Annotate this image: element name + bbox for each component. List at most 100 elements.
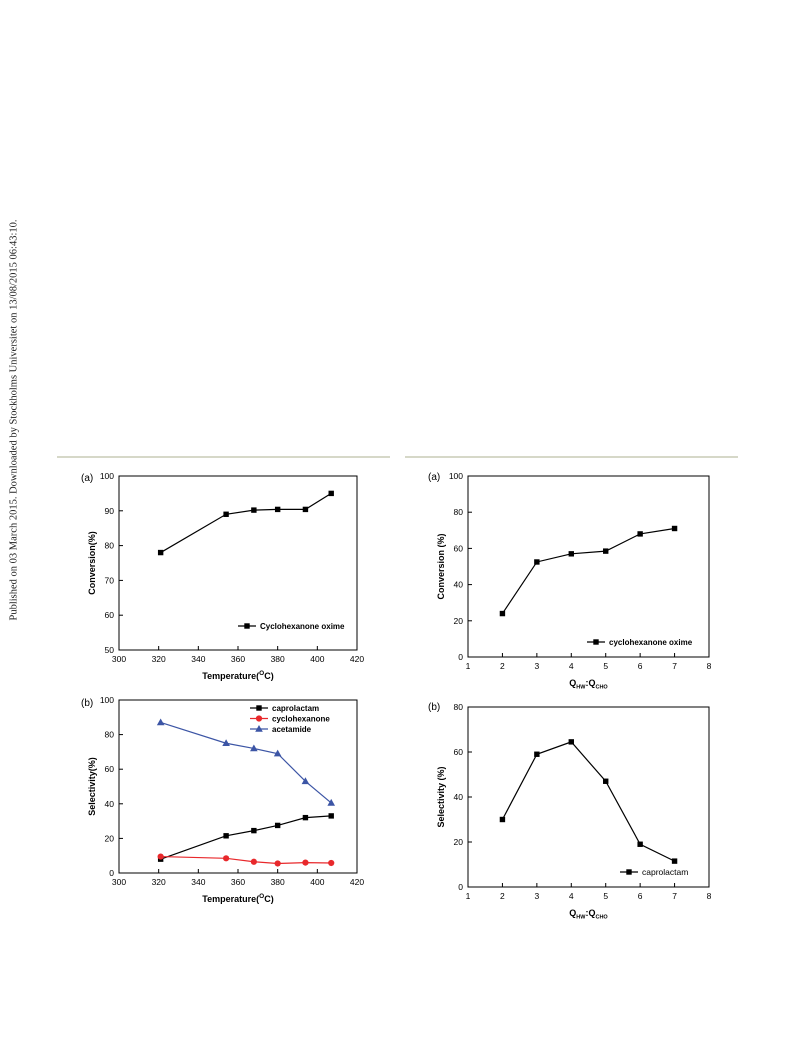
x-tick-label: 380 (271, 654, 285, 664)
x-axis-label-superscript: O (259, 893, 264, 900)
x-tick-label: 360 (231, 877, 245, 887)
x-tick-label: 340 (191, 654, 205, 664)
data-point (568, 551, 574, 557)
data-point (157, 853, 164, 860)
data-point (568, 739, 574, 745)
series-caprolactam (499, 739, 678, 864)
plot-frame (118, 699, 358, 874)
data-point (603, 778, 609, 784)
panel-label: (b) (81, 698, 93, 709)
series-line (160, 721, 332, 804)
panel-label: (b) (428, 702, 440, 713)
y-axis-label: Conversion (%) (436, 533, 446, 599)
data-point (637, 841, 643, 847)
data-point (603, 548, 609, 554)
x-tick-label: 1 (466, 891, 471, 901)
legend-label: Cyclohexanone oxime (260, 622, 345, 631)
x-axis-label-superscript: O (259, 670, 264, 677)
legend-entry: cyclohexanone (250, 715, 330, 724)
legend-marker (255, 725, 263, 732)
x-tick-label: 4 (569, 891, 574, 901)
x-tick-label: 360 (231, 654, 245, 664)
data-point (223, 511, 229, 517)
x-tick-label: 5 (603, 661, 608, 671)
y-axis-label: Conversion(%) (87, 531, 97, 595)
x-tick-label: 420 (350, 877, 364, 887)
x-axis-label-subscript: HW (576, 685, 586, 691)
x-axis-label-middle: :Q (585, 678, 595, 688)
y-tick-label: 60 (454, 747, 464, 757)
series-caprolactam (157, 813, 334, 862)
data-point (250, 858, 257, 865)
x-axis-label-subscript: CHO (595, 685, 608, 691)
y-tick-label: 0 (458, 652, 463, 662)
legend-entry: acetamide (250, 725, 312, 734)
x-axis-label-subscript: HW (576, 915, 586, 921)
legend-marker (593, 639, 599, 645)
data-point (223, 833, 229, 839)
data-point (274, 506, 281, 513)
y-tick-label: 20 (454, 616, 464, 626)
x-axis-label-main: Temperature( (202, 671, 259, 681)
x-tick-label: 3 (534, 891, 539, 901)
series-cyclohexanone (157, 853, 335, 867)
y-tick-label: 80 (454, 507, 464, 517)
y-tick-label: 60 (105, 610, 115, 620)
data-point (274, 860, 281, 867)
x-axis-label: Temperature(OC) (202, 670, 273, 681)
x-axis-label-main: Q (569, 678, 576, 688)
x-tick-label: 340 (191, 877, 205, 887)
x-axis-label: QHW:QCHO (569, 678, 608, 691)
panel-label: (a) (428, 472, 440, 483)
x-axis-label-main: Temperature( (202, 894, 259, 904)
data-point (156, 718, 165, 726)
legend-marker (255, 715, 263, 722)
data-point (301, 777, 310, 785)
data-point (534, 559, 540, 565)
y-tick-label: 40 (454, 580, 464, 590)
legend-marker (626, 869, 632, 875)
data-point (223, 855, 230, 862)
x-tick-label: 4 (569, 661, 574, 671)
y-tick-label: 70 (105, 575, 115, 585)
panel-label: (a) (81, 473, 93, 484)
legend-label: caprolactam (272, 704, 319, 713)
legend-entry: Cyclohexanone oxime (238, 622, 345, 631)
separator-left (57, 456, 390, 458)
data-point (637, 531, 643, 537)
x-tick-label: 400 (310, 654, 324, 664)
data-point (328, 490, 334, 497)
data-point (274, 822, 281, 829)
x-tick-label: 400 (310, 877, 324, 887)
data-point (671, 525, 678, 532)
data-point (671, 858, 678, 864)
x-tick-label: 2 (500, 891, 505, 901)
y-tick-label: 80 (454, 702, 464, 712)
y-tick-label: 40 (454, 792, 464, 802)
legend-label: cyclohexanone (272, 715, 330, 724)
y-tick-label: 0 (458, 882, 463, 892)
x-tick-label: 6 (638, 661, 643, 671)
y-tick-label: 100 (100, 471, 114, 481)
data-point (302, 859, 309, 866)
legend-label: acetamide (272, 725, 312, 734)
y-tick-label: 20 (105, 833, 115, 843)
y-tick-label: 90 (105, 506, 115, 516)
chart-left-b: (b) 300 320 340 360 380 400 420 0 20 40 60 80 100 Sele… (81, 695, 364, 904)
series-cyclohexanone-oxime (157, 490, 334, 556)
data-point (250, 744, 258, 752)
x-axis-label-tail: C) (264, 671, 274, 681)
x-tick-label: 8 (707, 661, 712, 671)
y-axis-label: Selectivity(%) (87, 757, 97, 816)
legend-entry: caprolactam (250, 704, 319, 713)
x-tick-label: 380 (271, 877, 285, 887)
x-tick-label: 2 (500, 661, 505, 671)
x-axis-label: QHW:QCHO (569, 908, 608, 921)
data-point (222, 739, 230, 747)
x-axis-label-subscript: CHO (595, 915, 608, 921)
x-tick-label: 300 (112, 877, 126, 887)
x-tick-label: 3 (534, 661, 539, 671)
y-tick-label: 20 (454, 837, 464, 847)
